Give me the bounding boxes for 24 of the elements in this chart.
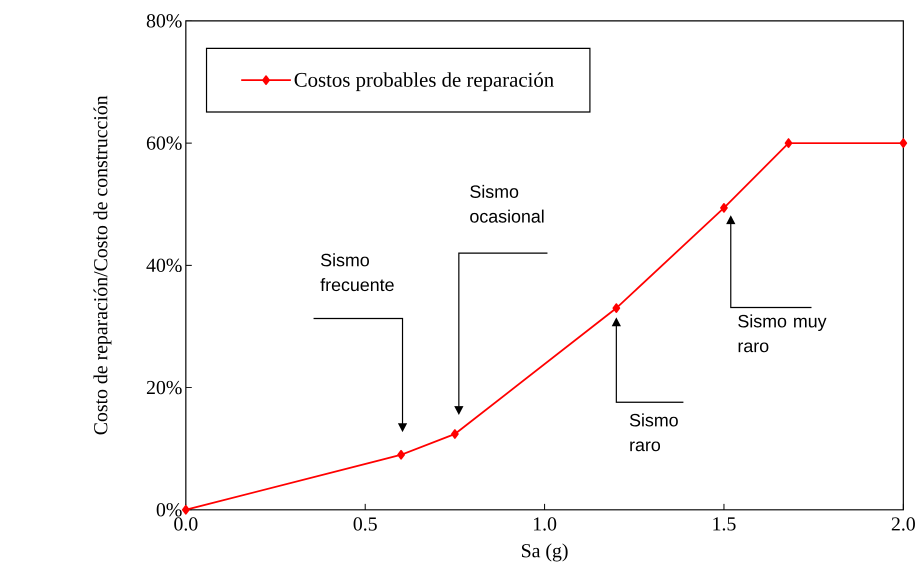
y-tick-label: 80%: [146, 14, 182, 28]
x-tick-label: 1.5: [713, 517, 736, 530]
x-tick-label: 2.0: [892, 517, 915, 531]
y-tick-label: 20%: [146, 380, 182, 394]
point: [784, 138, 792, 148]
y-tick-label: 0%: [156, 502, 182, 516]
y-axis-title: Costo de reparación/Costo de construcción: [93, 96, 112, 434]
point: [899, 138, 908, 148]
x-tick-label: 1.0: [534, 517, 556, 531]
x-axis-title: Sa (g): [522, 543, 568, 562]
annotation: Sismo raro: [630, 413, 678, 452]
y-tick-label: 40%: [146, 258, 182, 272]
annotation: Sismo ocasional: [470, 184, 544, 223]
annotation: Sismo muy raro: [738, 314, 827, 352]
legend-label: Costos probables de reparación: [294, 72, 554, 91]
x-tick-label: 0.5: [354, 517, 377, 531]
point: [451, 429, 459, 439]
point: [720, 202, 728, 213]
annotation: Sismo frecuente: [320, 253, 394, 291]
point: [612, 303, 620, 313]
point: [397, 450, 405, 460]
x-tick-label: 0.0: [174, 517, 198, 531]
y-tick-label: 60%: [146, 136, 182, 150]
point: [182, 504, 190, 515]
